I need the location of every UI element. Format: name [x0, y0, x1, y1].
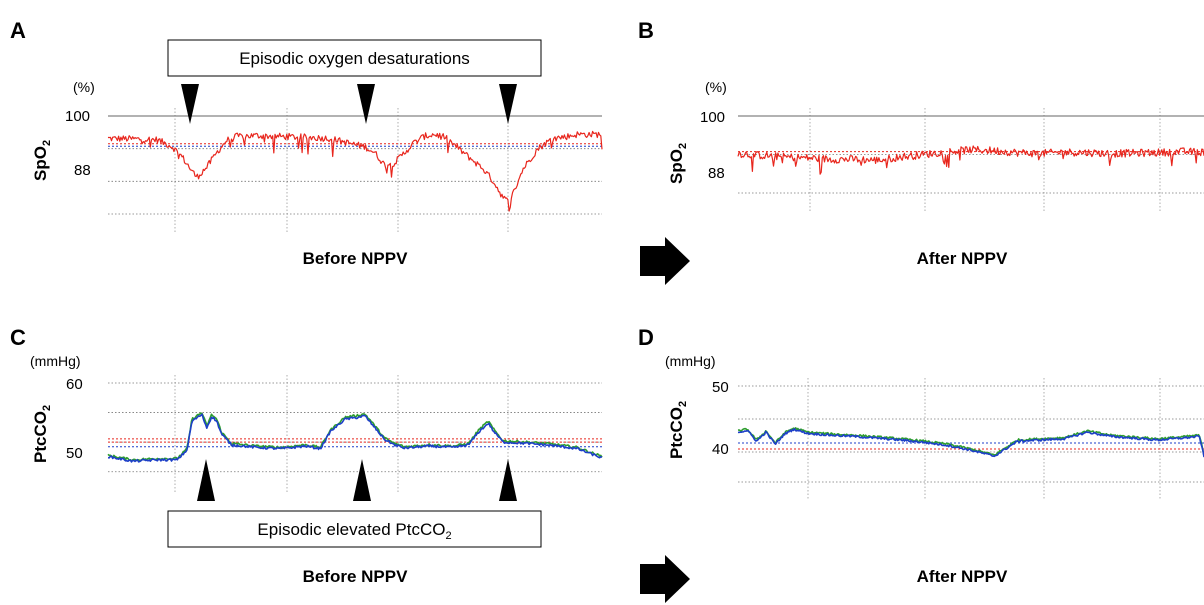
unit-a: (%) [73, 79, 95, 95]
arrow-right-icon-bottom [640, 555, 690, 603]
series-ptcco2_secondary [107, 413, 603, 463]
annotation-top-text: Episodic oxygen desaturations [239, 49, 470, 68]
arrowhead-up-icon-1 [353, 459, 371, 501]
annotation-box-top [167, 39, 542, 77]
ytick-d-bottom: 40 [712, 441, 729, 458]
plot-a [107, 84, 603, 232]
arrowhead-down-icon-0 [181, 84, 199, 124]
caption-c: Before NPPV [303, 567, 409, 586]
ylabel-b: SpO2 [667, 143, 689, 184]
ylabel-a: SpO2 [31, 140, 53, 181]
unit-d: (mmHg) [665, 353, 716, 369]
arrowhead-up-icon-2 [499, 459, 517, 501]
unit-c: (mmHg) [30, 353, 81, 369]
ytick-b-top: 100 [700, 109, 725, 126]
caption-a: Before NPPV [303, 249, 409, 268]
ytick-b-bottom: 88 [708, 165, 725, 182]
arrow-right-icon-top [640, 237, 690, 285]
caption-d: After NPPV [917, 567, 1008, 586]
annotation-bottom-text: Episodic elevated PtcCO2 [257, 520, 451, 542]
panel-letter-b: B [638, 18, 654, 43]
arrowhead-down-icon-1 [357, 84, 375, 124]
ytick-d-top: 50 [712, 379, 729, 396]
arrowhead-up-icon-0 [197, 459, 215, 501]
series-spo2 [107, 130, 603, 212]
ytick-c-bottom: 50 [66, 445, 83, 462]
series-spo2 [737, 145, 1204, 175]
plot-c [107, 375, 603, 501]
panel-letter-a: A [10, 18, 26, 43]
panel-letter-d: D [638, 325, 654, 350]
series-ptcco2_secondary [737, 427, 1204, 458]
plot-d [737, 378, 1204, 500]
ytick-a-bottom: 88 [74, 162, 91, 179]
ylabel-c: PtcCO2 [31, 405, 53, 463]
arrowhead-down-icon-2 [499, 84, 517, 124]
ylabel-d: PtcCO2 [667, 401, 689, 459]
annotation-box-bottom [167, 510, 542, 548]
caption-b: After NPPV [917, 249, 1008, 268]
panel-letter-c: C [10, 325, 26, 350]
unit-b: (%) [705, 79, 727, 95]
ytick-a-top: 100 [65, 108, 90, 125]
ytick-c-top: 60 [66, 376, 83, 393]
plot-b [737, 108, 1204, 211]
